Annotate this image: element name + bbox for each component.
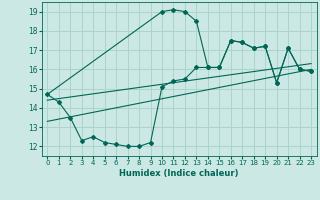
X-axis label: Humidex (Indice chaleur): Humidex (Indice chaleur) — [119, 169, 239, 178]
